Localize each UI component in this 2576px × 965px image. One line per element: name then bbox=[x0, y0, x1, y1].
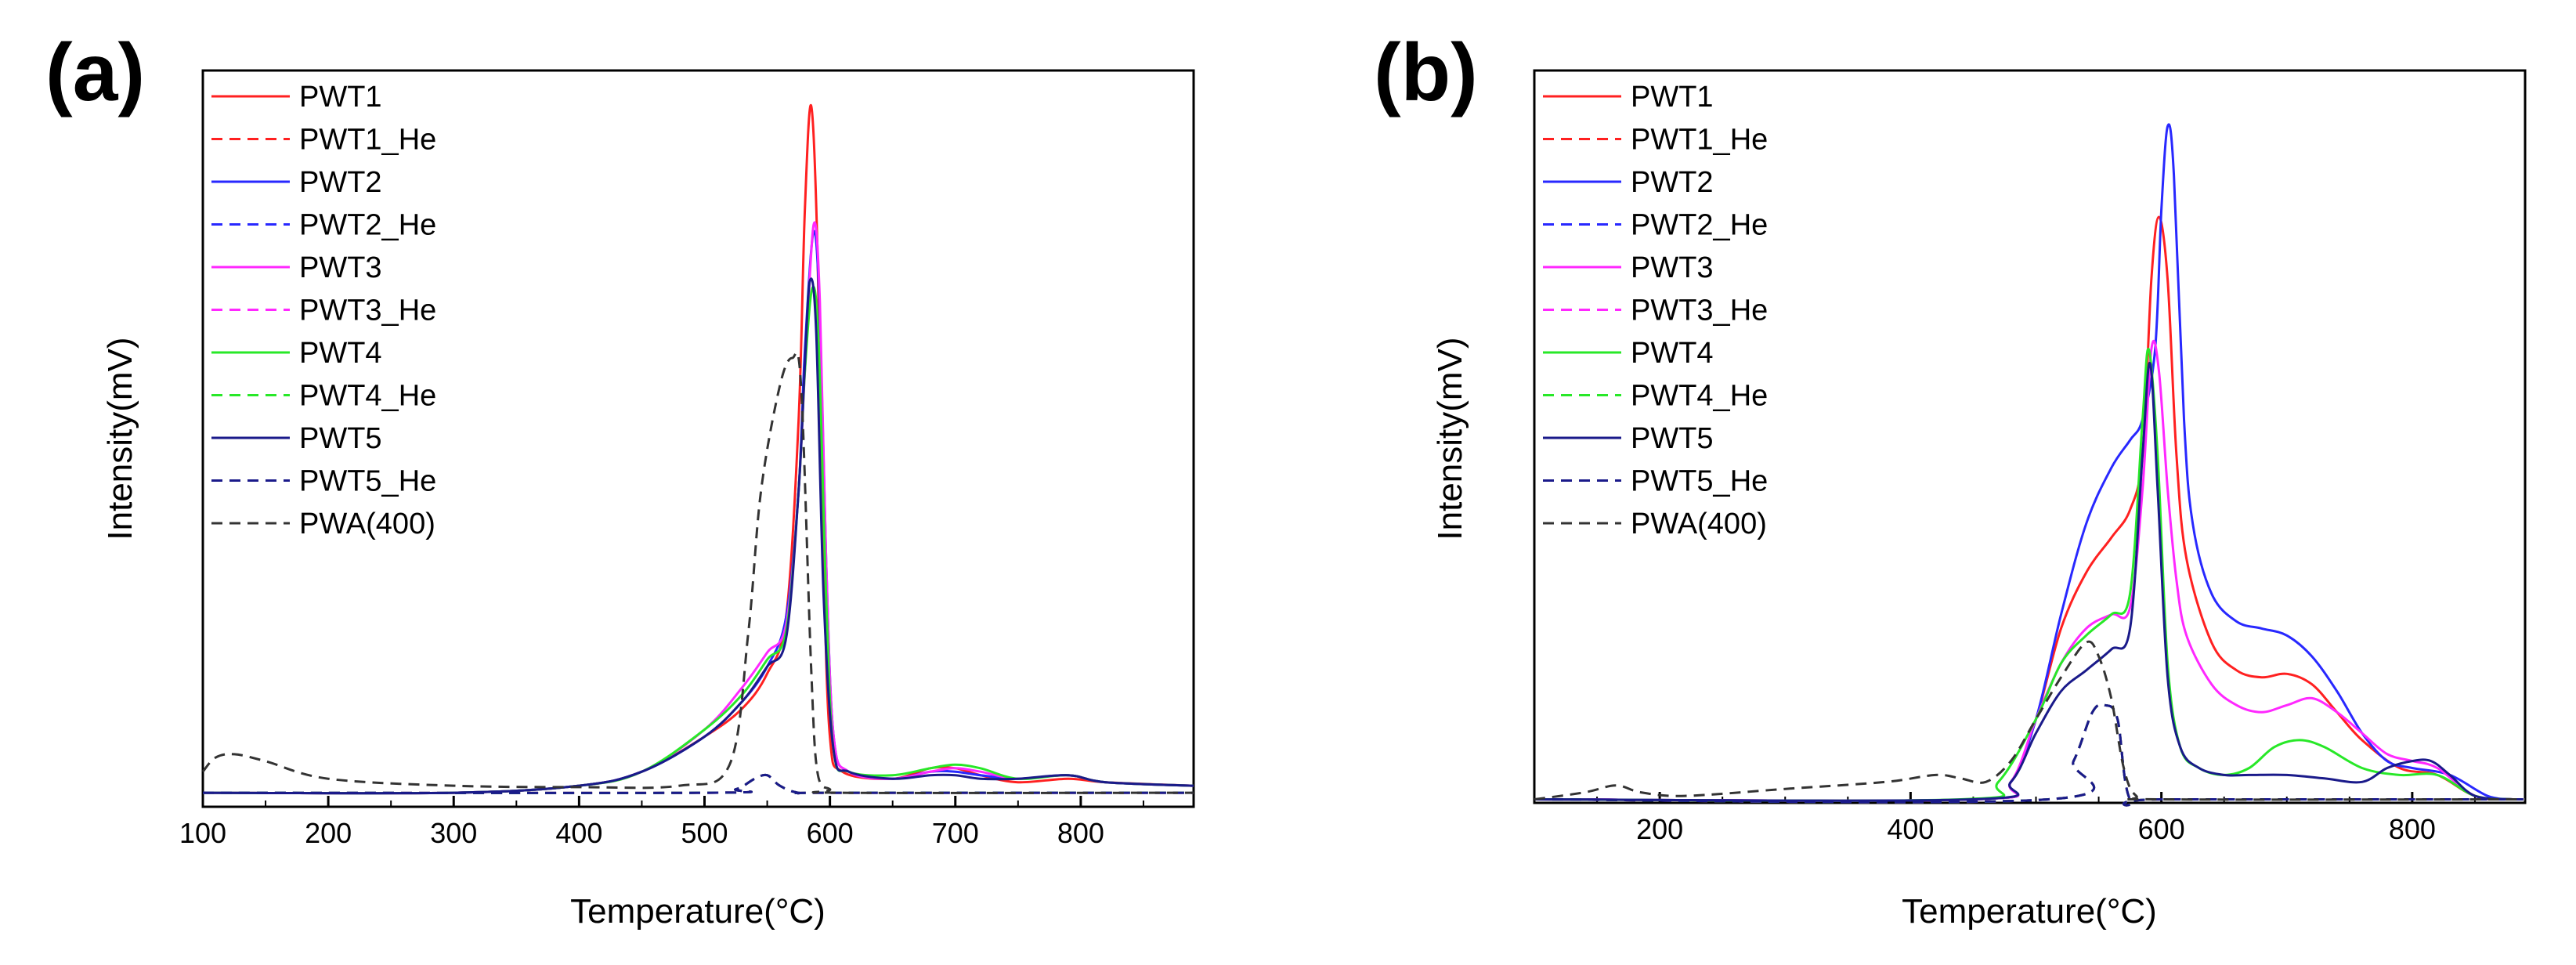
series-line-pwt4 bbox=[1534, 347, 2513, 802]
x-tick-label: 500 bbox=[681, 817, 728, 849]
legend-label: PWT2_He bbox=[299, 209, 436, 242]
legend-label: PWT4 bbox=[299, 337, 382, 370]
panel-a-letter: (a) bbox=[45, 27, 145, 118]
legend-label: PWT1_He bbox=[299, 124, 436, 157]
series-line-pwt5-he bbox=[202, 773, 1194, 795]
legend-label: PWT2_He bbox=[1631, 209, 1768, 242]
panel-b-x-ticks: 200 400 600 800 bbox=[1534, 792, 2476, 845]
legend-label: PWT5_He bbox=[1631, 465, 1768, 498]
legend-label: PWT4 bbox=[1631, 337, 1714, 370]
legend-label: PWA(400) bbox=[299, 508, 435, 540]
series-line-pwt5 bbox=[1534, 362, 2513, 802]
legend-label: PWT5_He bbox=[299, 465, 436, 498]
legend-label: PWA(400) bbox=[1631, 508, 1767, 540]
series-line-pwt5-he bbox=[1534, 703, 2525, 807]
series-line-pwt2-he bbox=[1534, 703, 2525, 807]
panel-a-series bbox=[201, 103, 1194, 795]
x-tick-label: 800 bbox=[2389, 813, 2436, 845]
series-line-pwt3 bbox=[1534, 339, 2513, 802]
x-tick-label: 600 bbox=[807, 817, 854, 849]
x-tick-label: 100 bbox=[179, 817, 226, 849]
x-tick-label: 400 bbox=[1887, 813, 1934, 845]
legend-label: PWT4_He bbox=[1631, 380, 1768, 413]
panel-b-letter: (b) bbox=[1374, 27, 1478, 118]
legend-label: PWT2 bbox=[299, 166, 382, 199]
x-tick-label: 200 bbox=[305, 817, 352, 849]
legend-label: PWT1_He bbox=[1631, 124, 1768, 157]
x-tick-label: 700 bbox=[932, 817, 979, 849]
series-line-pwt3-he bbox=[1534, 703, 2525, 807]
panel-b-legend: PWT1 PWT1_He PWT2 PWT2_He PWT3 PWT3_He PWT4 PWT… bbox=[1543, 81, 1768, 540]
x-tick-label: 800 bbox=[1057, 817, 1104, 849]
panel-a-x-ticks: 100 200 300 400 500 600 700 800 bbox=[179, 796, 1144, 849]
legend-label: PWT1 bbox=[299, 81, 382, 114]
x-tick-label: 600 bbox=[2138, 813, 2185, 845]
series-line-pwt5 bbox=[202, 277, 1194, 795]
panel-b-y-axis-label: Intensity(mV) bbox=[1431, 337, 1469, 540]
legend-label: PWT5 bbox=[299, 422, 382, 455]
panel-a-legend: PWT1 PWT1_He PWT2 PWT2_He PWT3 PWT3_He PWT4 PWT… bbox=[211, 81, 436, 540]
panel-b-x-axis-label: Temperature(°C) bbox=[1902, 892, 2157, 931]
x-tick-label: 300 bbox=[430, 817, 477, 849]
legend-label: PWT2 bbox=[1631, 166, 1714, 199]
panel-a: (a) 100 200 300 400 500 600 700 800 PWT1 PWT1_He… bbox=[45, 27, 1195, 931]
series-line-pwa-400 bbox=[201, 351, 1194, 794]
legend-label: PWT3_He bbox=[299, 295, 436, 327]
legend-label: PWT3_He bbox=[1631, 295, 1768, 327]
legend-label: PWT3 bbox=[1631, 251, 1714, 284]
series-line-pwt1-he bbox=[1534, 703, 2525, 807]
legend-label: PWT4_He bbox=[299, 380, 436, 413]
x-tick-label: 200 bbox=[1636, 813, 1683, 845]
legend-label: PWT1 bbox=[1631, 81, 1714, 114]
series-line-pwa-400 bbox=[1534, 640, 2526, 801]
panel-a-x-axis-label: Temperature(°C) bbox=[570, 892, 826, 931]
panel-a-y-axis-label: Intensity(mV) bbox=[101, 337, 139, 540]
panel-b-series bbox=[1534, 123, 2526, 807]
panel-b: (b) 200 400 600 800 PWT1PWT1_HePWT2PWT2_HeP… bbox=[1374, 27, 2527, 931]
x-tick-label: 400 bbox=[555, 817, 602, 849]
series-line-pwt4-he bbox=[1534, 703, 2525, 807]
panel-b-plot-frame bbox=[1533, 69, 2527, 804]
legend-label: PWT3 bbox=[299, 251, 382, 284]
legend-label: PWT5 bbox=[1631, 422, 1714, 455]
panel-a-plot-frame bbox=[201, 69, 1195, 808]
